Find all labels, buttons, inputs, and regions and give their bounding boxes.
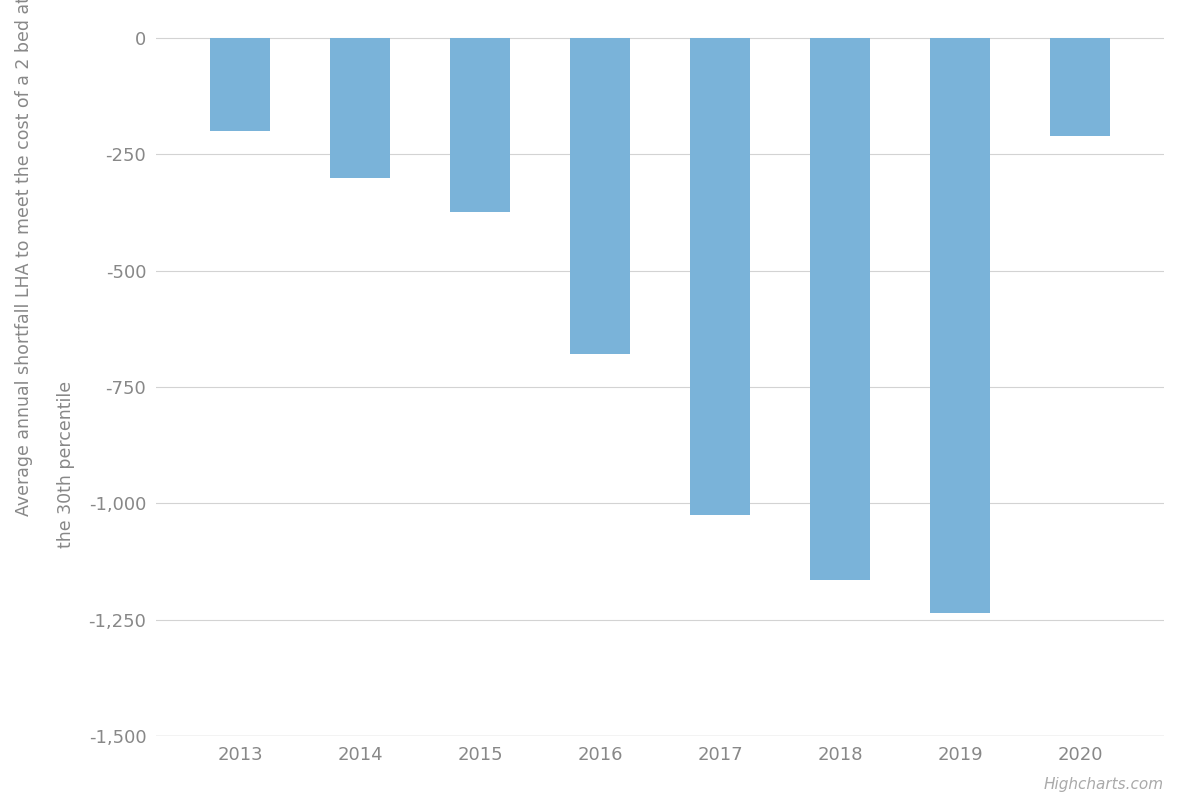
Bar <box>690 38 750 515</box>
Text: the 30th percentile: the 30th percentile <box>58 381 74 547</box>
Bar <box>570 38 630 354</box>
Bar <box>330 38 390 178</box>
Bar <box>810 38 870 580</box>
Text: Highcharts.com: Highcharts.com <box>1044 777 1164 792</box>
Bar <box>1050 38 1110 136</box>
Bar <box>210 38 270 131</box>
Bar <box>450 38 510 213</box>
Text: Average annual shortfall LHA to meet the cost of a 2 bed at: Average annual shortfall LHA to meet the… <box>14 0 34 516</box>
Bar <box>930 38 990 613</box>
